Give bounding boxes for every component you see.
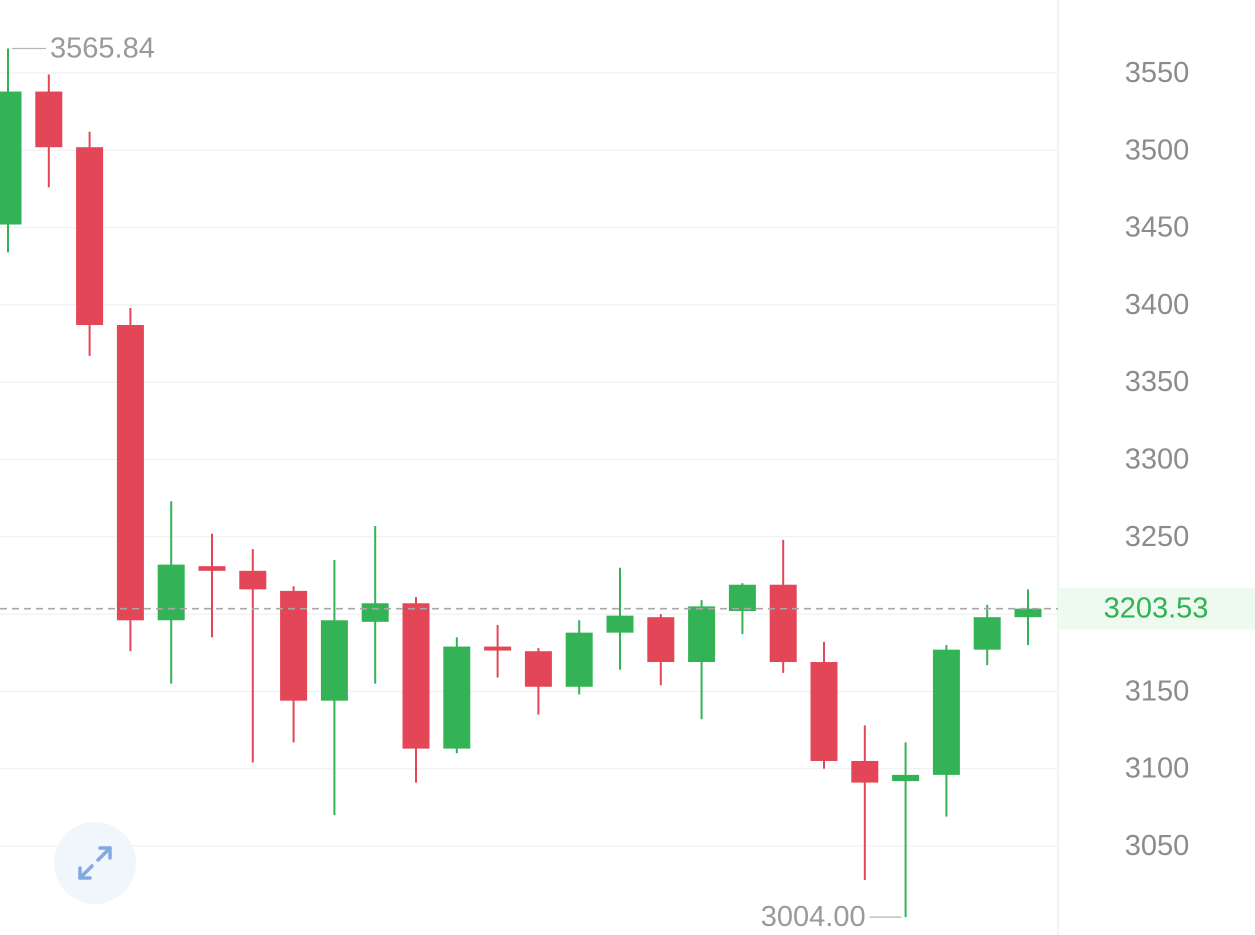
candle <box>402 597 430 783</box>
candle-body <box>116 324 144 621</box>
candle-body <box>973 617 1001 650</box>
candle <box>728 583 756 635</box>
candle <box>157 501 185 684</box>
candle-body <box>1014 608 1042 618</box>
candle-body <box>198 566 226 571</box>
candle <box>35 74 63 188</box>
candle-body <box>280 590 308 701</box>
candle-body <box>35 91 63 148</box>
y-tick-label: 3550 <box>1125 57 1190 89</box>
extreme-annotations: 3565.84 3004.00 <box>12 33 902 933</box>
candle <box>280 586 308 743</box>
candle <box>320 559 348 816</box>
candle-body <box>524 651 552 687</box>
candle <box>524 648 552 715</box>
candle <box>443 637 471 754</box>
y-tick-label: 3350 <box>1125 366 1190 398</box>
last-price-label: 3203.53 <box>1104 593 1209 625</box>
candle-body <box>443 646 471 749</box>
expand-arrows-icon <box>78 846 112 880</box>
y-axis-ticks: 3550 3500 3450 3400 3350 3300 3250 3150 3100 3050 <box>1125 57 1190 862</box>
candle <box>973 604 1001 666</box>
candle <box>688 600 716 720</box>
y-tick-label: 3400 <box>1125 289 1190 321</box>
candle <box>76 131 104 356</box>
expand-button[interactable] <box>54 822 136 904</box>
last-price-badge <box>1058 587 1255 630</box>
y-tick-label: 3450 <box>1125 212 1190 244</box>
candles <box>0 48 1042 918</box>
candle-body <box>320 620 348 701</box>
y-tick-label: 3300 <box>1125 444 1190 476</box>
candle-body <box>769 584 797 663</box>
candle-body <box>647 617 675 663</box>
candle-body <box>565 632 593 687</box>
candle <box>810 641 838 769</box>
candle-body <box>728 584 756 612</box>
candle-body <box>402 603 430 749</box>
candle-body <box>361 603 389 622</box>
candle-body <box>810 662 838 761</box>
low-price-label: 3004.00 <box>761 901 866 933</box>
candle <box>484 624 512 678</box>
candle-body <box>76 147 104 325</box>
candle-body <box>851 760 879 783</box>
last-price-marker: 3203.53 <box>0 587 1255 630</box>
candle <box>0 48 22 253</box>
y-tick-label: 3150 <box>1125 675 1190 707</box>
grid-lines <box>0 72 1058 847</box>
candle-body <box>239 570 267 590</box>
candle <box>198 533 226 638</box>
high-price-label: 3565.84 <box>50 33 155 65</box>
candle-body <box>0 91 22 225</box>
candle <box>565 620 593 695</box>
candle-body <box>606 615 634 633</box>
candle <box>239 549 267 763</box>
candle-body <box>892 774 920 782</box>
y-tick-label: 3250 <box>1125 521 1190 553</box>
candle <box>606 567 634 670</box>
y-tick-label: 3050 <box>1125 830 1190 862</box>
y-tick-label: 3100 <box>1125 753 1190 785</box>
candle <box>361 525 389 684</box>
candle <box>769 539 797 673</box>
candle <box>116 307 144 652</box>
candle-body <box>932 649 960 775</box>
candle <box>932 645 960 817</box>
candle-body <box>157 564 185 621</box>
candle <box>851 725 879 881</box>
y-tick-label: 3500 <box>1125 134 1190 166</box>
candle <box>1014 589 1042 646</box>
candle-body <box>688 606 716 663</box>
candle <box>647 614 675 686</box>
candle <box>892 742 920 918</box>
candle-body <box>484 646 512 651</box>
